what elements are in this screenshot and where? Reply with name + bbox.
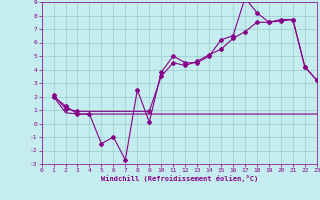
- X-axis label: Windchill (Refroidissement éolien,°C): Windchill (Refroidissement éolien,°C): [100, 175, 258, 182]
